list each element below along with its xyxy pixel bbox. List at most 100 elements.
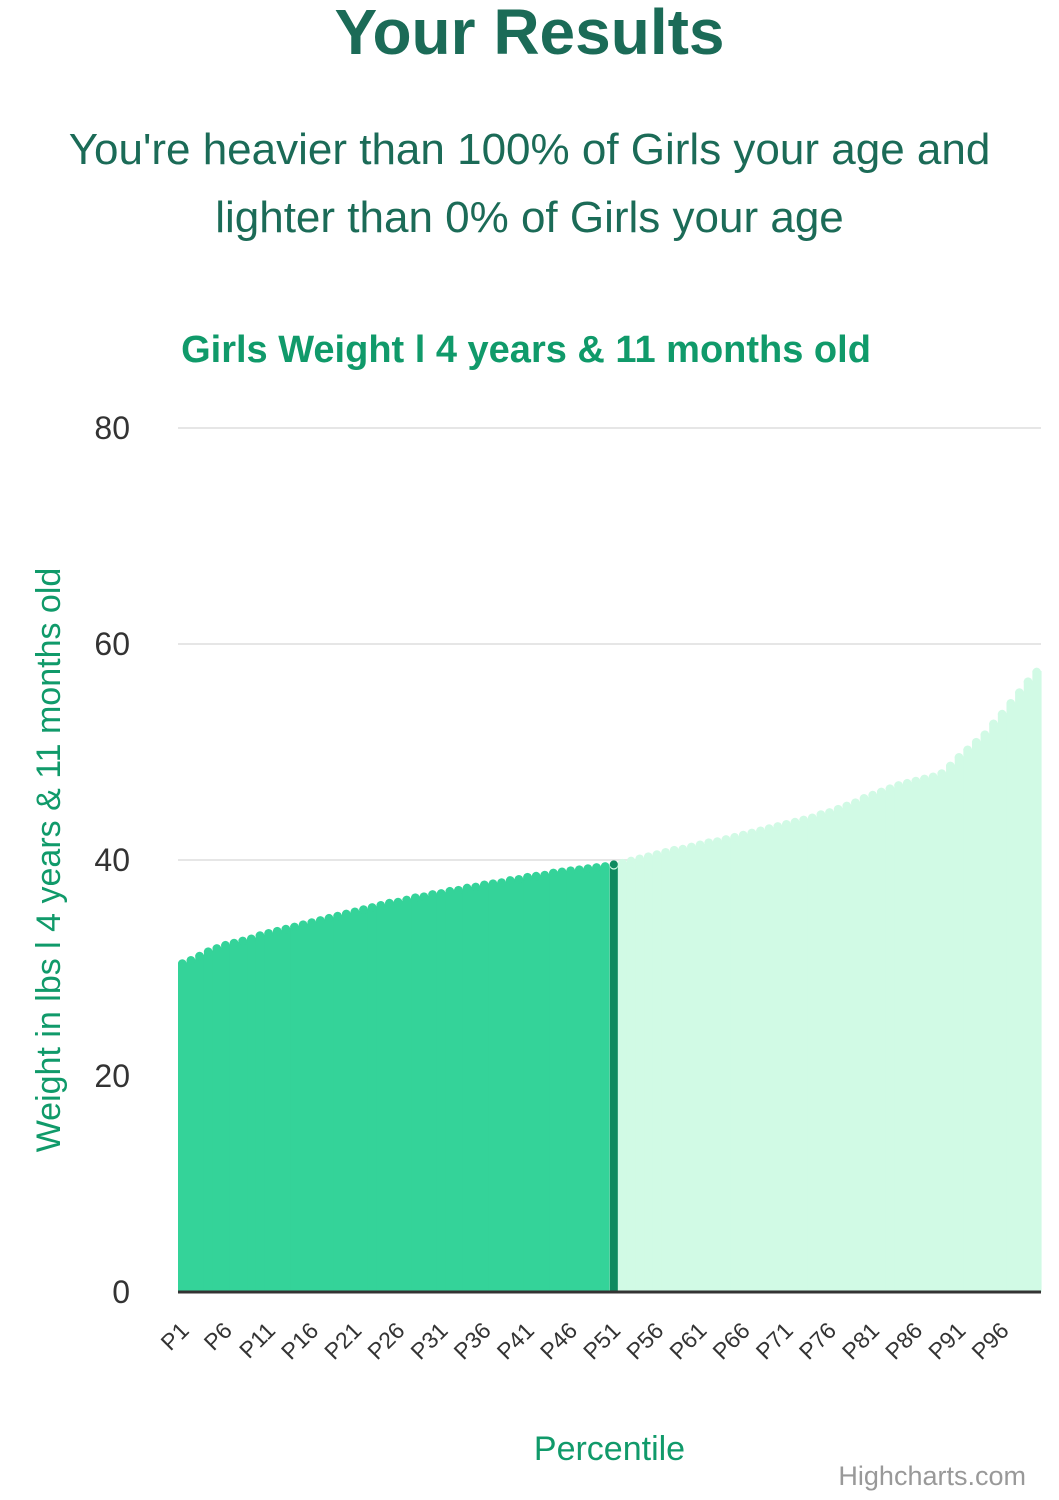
bar-p52[interactable] [618, 862, 628, 1292]
bar-p58[interactable] [669, 849, 680, 1292]
bar-p39[interactable] [505, 879, 516, 1292]
bar-p53[interactable] [626, 860, 636, 1292]
bar-p18[interactable] [324, 917, 334, 1292]
bar-p92[interactable] [963, 748, 973, 1292]
bar-p40[interactable] [514, 878, 524, 1292]
bar-p24[interactable] [376, 904, 386, 1292]
bar-p84[interactable] [894, 784, 904, 1292]
bar-p41[interactable] [523, 876, 533, 1292]
bar-p31[interactable] [436, 892, 447, 1292]
bar-p50[interactable] [600, 865, 611, 1292]
bar-p32[interactable] [445, 890, 455, 1292]
bar-p69[interactable] [764, 827, 775, 1292]
bar-p76[interactable] [825, 811, 835, 1292]
bar-p78[interactable] [842, 804, 852, 1292]
bar-p16[interactable] [307, 921, 317, 1292]
bar-p42[interactable] [531, 875, 542, 1292]
bar-p75[interactable] [816, 813, 826, 1292]
bar-p60[interactable] [687, 845, 697, 1292]
bar-p83[interactable] [885, 787, 895, 1292]
bar-p1[interactable] [178, 962, 188, 1292]
bar-p54[interactable] [635, 857, 645, 1292]
bar-p80[interactable] [859, 797, 869, 1292]
bar-p62[interactable] [704, 841, 714, 1292]
bar-p46[interactable] [566, 869, 576, 1292]
bar-p65[interactable] [730, 836, 740, 1292]
bar-p59[interactable] [678, 848, 688, 1292]
bar-p72[interactable] [790, 821, 800, 1292]
bar-p30[interactable] [428, 893, 438, 1292]
bar-p90[interactable] [946, 764, 956, 1292]
bar-p88[interactable] [928, 775, 939, 1292]
bar-p81[interactable] [868, 794, 878, 1292]
bar-p47[interactable] [574, 868, 585, 1292]
bar-p99[interactable] [1023, 680, 1033, 1292]
bar-p73[interactable] [799, 818, 809, 1292]
bar-p96[interactable] [997, 713, 1008, 1292]
bar-p97[interactable] [1006, 702, 1016, 1292]
bar-p14[interactable] [290, 925, 300, 1292]
bar-p37[interactable] [488, 882, 498, 1292]
bar-p2[interactable] [186, 959, 196, 1292]
your-result-marker[interactable] [609, 864, 618, 1292]
bar-p94[interactable] [980, 733, 990, 1292]
bar-p89[interactable] [937, 772, 947, 1292]
bar-p71[interactable] [782, 823, 792, 1292]
bar-p33[interactable] [454, 889, 464, 1292]
bar-p48[interactable] [583, 867, 593, 1292]
bar-p20[interactable] [341, 912, 352, 1292]
bar-p19[interactable] [333, 915, 343, 1292]
bar-p6[interactable] [221, 944, 231, 1292]
bar-p86[interactable] [911, 780, 921, 1292]
bar-p3[interactable] [195, 955, 205, 1292]
bar-p56[interactable] [652, 853, 662, 1292]
bar-p95[interactable] [989, 722, 999, 1292]
bar-p13[interactable] [281, 928, 291, 1292]
bar-p67[interactable] [747, 831, 757, 1292]
bar-p23[interactable] [367, 906, 378, 1292]
bar-p26[interactable] [393, 901, 403, 1292]
bar-p68[interactable] [756, 829, 766, 1292]
bar-p66[interactable] [738, 834, 749, 1292]
bar-p45[interactable] [557, 870, 567, 1292]
bar-p44[interactable] [549, 871, 559, 1292]
bar-p4[interactable] [203, 950, 214, 1292]
bar-p85[interactable] [902, 782, 913, 1292]
bar-p64[interactable] [721, 838, 731, 1292]
bar-p74[interactable] [807, 816, 818, 1292]
bar-p29[interactable] [419, 895, 429, 1292]
bar-p82[interactable] [877, 790, 887, 1292]
bar-p77[interactable] [833, 808, 844, 1292]
bar-p5[interactable] [212, 947, 222, 1292]
bar-p55[interactable] [644, 855, 654, 1292]
bar-p100[interactable] [1032, 671, 1042, 1292]
bar-p49[interactable] [592, 866, 602, 1292]
bar-p9[interactable] [247, 937, 257, 1292]
bar-p38[interactable] [497, 881, 507, 1292]
bar-p15[interactable] [298, 923, 309, 1292]
bar-p34[interactable] [462, 887, 473, 1292]
bar-p7[interactable] [229, 942, 240, 1292]
bar-p91[interactable] [954, 756, 964, 1292]
bar-p11[interactable] [264, 932, 274, 1292]
bar-p70[interactable] [773, 825, 783, 1292]
bar-p93[interactable] [971, 741, 982, 1292]
bar-p25[interactable] [385, 902, 395, 1292]
bar-p10[interactable] [255, 934, 265, 1292]
bar-p98[interactable] [1015, 691, 1025, 1292]
bar-p61[interactable] [695, 843, 706, 1292]
bar-p36[interactable] [480, 883, 490, 1292]
bar-p43[interactable] [540, 874, 550, 1292]
bar-p27[interactable] [402, 898, 412, 1292]
bar-p35[interactable] [471, 885, 481, 1292]
bar-p63[interactable] [713, 840, 723, 1292]
credits-link[interactable]: Highcharts.com [838, 1461, 1026, 1491]
bar-p21[interactable] [350, 910, 360, 1292]
bar-p87[interactable] [920, 777, 930, 1292]
bar-p22[interactable] [359, 908, 369, 1292]
bar-p17[interactable] [316, 919, 326, 1292]
bar-p57[interactable] [661, 851, 671, 1292]
bar-p8[interactable] [238, 939, 248, 1292]
bar-p28[interactable] [411, 896, 421, 1292]
bar-p12[interactable] [272, 930, 283, 1292]
